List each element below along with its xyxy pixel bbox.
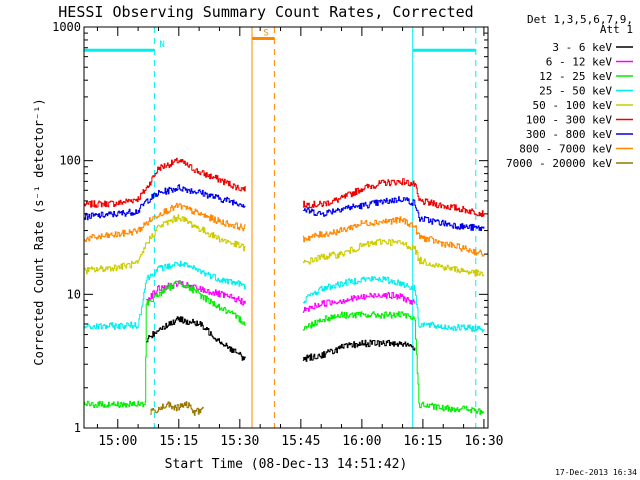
x-tick-label: 15:45 [281, 434, 320, 449]
series-line-12-25-kev-1 [302, 311, 485, 415]
legend-label: 50 - 100 keV [533, 99, 613, 112]
legend-label: 100 - 300 keV [526, 114, 612, 127]
y-tick-label: 10 [67, 287, 81, 301]
series-3-6-kev [146, 316, 416, 362]
series-line-7000-20000-kev-0 [150, 401, 204, 416]
series-line-6-12-kev-1 [302, 292, 416, 313]
legend-label: 300 - 800 keV [526, 128, 612, 141]
series-line-25-50-kev-0 [84, 260, 246, 330]
marker-n: N [84, 27, 165, 428]
legend-label: 3 - 6 keV [552, 41, 612, 54]
x-tick-label: 16:30 [464, 434, 503, 449]
legend: Det 1,3,5,6,7,9,Att 1 3 - 6 keV 6 - 12 keV… [506, 13, 633, 170]
legend-header: Det 1,3,5,6,7,9, [527, 13, 633, 26]
x-tick-label: 16:00 [342, 434, 381, 449]
legend-entry-100-300-kev: 100 - 300 keV [526, 114, 633, 127]
legend-label: 12 - 25 keV [539, 70, 612, 83]
legend-entry-50-100-kev: 50 - 100 keV [533, 99, 633, 112]
legend-entry-6-12-kev: 6 - 12 keV [546, 56, 633, 69]
timestamp: 17-Dec-2013 16:34 [555, 468, 637, 477]
series-line-800-7000-kev-0 [84, 202, 246, 243]
legend-label: 800 - 7000 keV [519, 143, 612, 156]
legend-entry-300-800-kev: 300 - 800 keV [526, 128, 633, 141]
series-300-800-kev [84, 184, 485, 231]
series-line-800-7000-kev-1 [302, 216, 485, 257]
series-line-100-300-kev-1 [302, 178, 485, 217]
x-tick-label: 16:15 [403, 434, 442, 449]
series-6-12-kev [146, 280, 416, 313]
y-axis-label: Corrected Count Rate (s⁻¹ detector⁻¹) [32, 98, 46, 365]
legend-entry-25-50-kev: 25 - 50 keV [539, 85, 633, 98]
series-line-12-25-kev-0 [84, 280, 246, 408]
series-line-6-12-kev-0 [146, 280, 246, 306]
marker-label-n: N [159, 40, 164, 50]
y-tick-label: 1000 [52, 20, 81, 34]
legend-entry-800-7000-kev: 800 - 7000 keV [519, 143, 633, 156]
series-line-300-800-kev-1 [302, 196, 485, 231]
series-12-25-kev [84, 280, 485, 415]
y-tick-label: 100 [59, 154, 81, 168]
legend-entry-12-25-kev: 12 - 25 keV [539, 70, 633, 83]
series-line-3-6-kev-0 [146, 316, 246, 361]
axes: 1 10 100 1000 15:00 15:15 15:30 15:45 16:00 16:15… [52, 20, 503, 449]
x-tick-label: 15:00 [98, 434, 137, 449]
legend-label: 6 - 12 keV [546, 56, 613, 69]
x-axis-label: Start Time (08-Dec-13 14:51:42) [165, 457, 408, 472]
plot-frame [83, 26, 489, 429]
series-line-100-300-kev-0 [84, 157, 246, 208]
series-800-7000-kev [84, 202, 485, 257]
marker-s: S [251, 27, 275, 428]
series-line-300-800-kev-0 [84, 184, 246, 221]
series-25-50-kev [84, 260, 485, 333]
series-line-3-6-kev-1 [302, 339, 416, 362]
legend-label: 7000 - 20000 keV [506, 157, 612, 170]
legend-label: 25 - 50 keV [539, 85, 612, 98]
series-line-50-100-kev-0 [84, 214, 246, 275]
legend-entry-3-6-kev: 3 - 6 keV [552, 41, 633, 54]
series-50-100-kev [84, 214, 485, 277]
chart-title: HESSI Observing Summary Count Rates, Cor… [58, 3, 473, 21]
series-100-300-kev [84, 157, 485, 217]
x-tick-label: 15:30 [220, 434, 259, 449]
legend-entry-7000-20000-kev: 7000 - 20000 keV [506, 157, 633, 170]
legend-header: Att 1 [600, 23, 633, 36]
plot-content: NS [84, 27, 485, 428]
x-tick-label: 15:15 [159, 434, 198, 449]
series-line-50-100-kev-1 [302, 238, 485, 277]
series-7000-20000-kev [150, 401, 204, 416]
marker-label-s: S [263, 29, 268, 39]
series-line-25-50-kev-1 [302, 276, 485, 333]
y-tick-label: 1 [74, 421, 81, 435]
